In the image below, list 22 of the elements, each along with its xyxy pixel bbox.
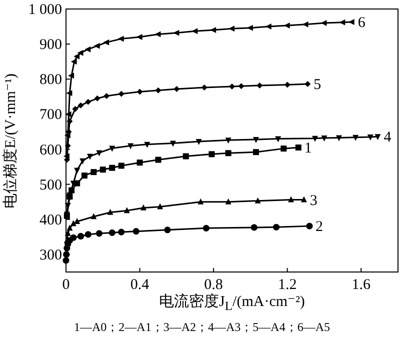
series-label: 5 [314, 77, 322, 94]
x-axis-title: 电流密度J$_{L}$/(mA·cm⁻²) [159, 293, 305, 315]
y-tick-label: 300 [40, 247, 62, 264]
y-tick-label: 600 [40, 142, 62, 158]
x-tick-label: 0.4 [130, 277, 150, 293]
y-tick-label: 400 [40, 212, 62, 228]
series-label: 6 [358, 14, 366, 31]
y-tick-label: 500 [40, 177, 62, 194]
text: 1—A0；2—A1；3—A2；4—A3；5—A4；6—A5 [74, 320, 330, 334]
y-tick-label: 900 [40, 37, 62, 54]
x-tick-label: 1.2 [278, 277, 297, 293]
x-tick-label: 0.8 [204, 277, 223, 293]
x-tick-label: 1.6 [352, 277, 371, 293]
y-tick-label: 800 [40, 72, 62, 88]
series-label: 2 [315, 219, 323, 236]
y-tick-label: 1 000 [28, 2, 62, 18]
y-tick-label: 700 [40, 107, 62, 124]
x-tick-label: 0 [62, 277, 70, 293]
series-label: 3 [310, 192, 318, 209]
series-label: 4 [384, 130, 392, 146]
series-label: 1 [304, 140, 312, 157]
y-axis-title: 电位梯度E/(V·mm⁻¹) [2, 73, 20, 208]
